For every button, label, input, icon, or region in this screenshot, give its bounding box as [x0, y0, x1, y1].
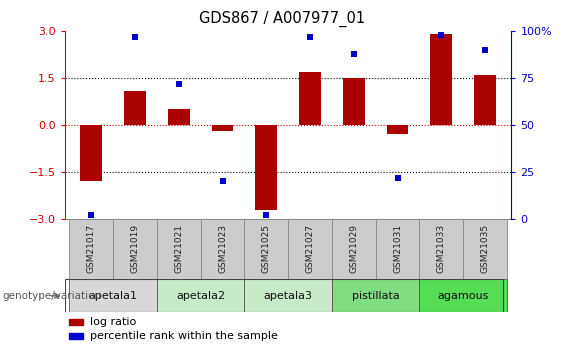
Bar [332, 279, 419, 312]
Text: GSM21017: GSM21017 [87, 224, 95, 273]
Point [131, 34, 140, 39]
Point [393, 175, 402, 180]
Point [218, 179, 227, 184]
Point [306, 34, 315, 39]
Text: apetala3: apetala3 [264, 291, 312, 301]
Text: GSM21021: GSM21021 [174, 224, 183, 273]
Text: agamous: agamous [437, 291, 489, 301]
Text: GSM21035: GSM21035 [481, 224, 489, 273]
Bar [80, 125, 102, 181]
Text: GSM21031: GSM21031 [393, 224, 402, 273]
Bar [419, 219, 463, 279]
Bar [419, 279, 507, 312]
Text: GSM21025: GSM21025 [262, 224, 271, 273]
Bar [69, 319, 83, 325]
Bar [431, 34, 452, 125]
Text: apetala2: apetala2 [176, 291, 225, 301]
Bar [332, 219, 376, 279]
Point [349, 51, 358, 56]
Point [262, 213, 271, 218]
Text: log ratio: log ratio [89, 317, 136, 327]
Bar [69, 279, 157, 312]
Bar [211, 125, 233, 131]
Bar [343, 78, 365, 125]
Bar [168, 109, 190, 125]
Text: pistillata: pistillata [352, 291, 399, 301]
Text: genotype/variation: genotype/variation [3, 291, 102, 301]
Bar [474, 75, 496, 125]
Point [174, 81, 183, 87]
Text: GSM21019: GSM21019 [131, 224, 140, 273]
Bar [69, 219, 113, 279]
Text: apetala1: apetala1 [89, 291, 138, 301]
Text: percentile rank within the sample: percentile rank within the sample [89, 331, 277, 341]
Bar [245, 219, 288, 279]
Bar [376, 219, 419, 279]
Bar [288, 219, 332, 279]
Text: GDS867 / A007977_01: GDS867 / A007977_01 [199, 10, 366, 27]
Text: GSM21029: GSM21029 [349, 224, 358, 273]
Point [86, 213, 95, 218]
Bar [157, 279, 245, 312]
Bar [113, 219, 157, 279]
Text: GSM21023: GSM21023 [218, 224, 227, 273]
Point [481, 47, 490, 53]
Bar [245, 279, 332, 312]
Bar [463, 219, 507, 279]
Bar [299, 72, 321, 125]
Bar [157, 219, 201, 279]
Bar [386, 125, 408, 135]
Bar [201, 219, 245, 279]
Text: GSM21033: GSM21033 [437, 224, 446, 273]
Bar [69, 333, 83, 339]
Bar [124, 91, 146, 125]
Point [437, 32, 446, 38]
Text: GSM21027: GSM21027 [306, 224, 315, 273]
Bar [255, 125, 277, 210]
